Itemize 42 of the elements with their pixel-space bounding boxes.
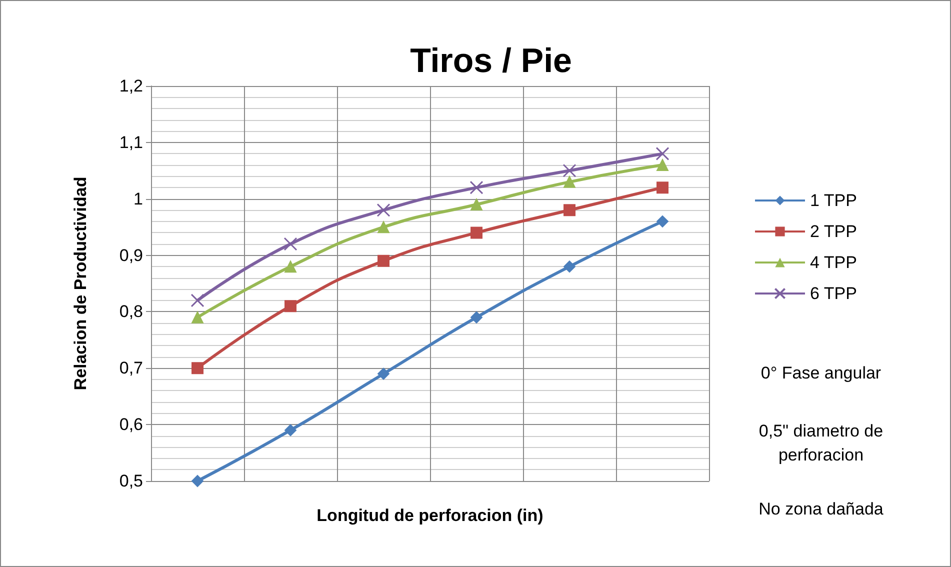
point	[284, 300, 296, 312]
point	[192, 311, 204, 324]
point	[470, 198, 482, 210]
y-tick-label: 0,8	[119, 302, 143, 322]
point	[656, 146, 670, 160]
point	[564, 204, 576, 216]
y-tick-label: 0,6	[119, 415, 143, 434]
point	[192, 362, 204, 374]
point	[284, 237, 298, 251]
point	[192, 475, 204, 487]
y-axis-title: Relacion de Productividad	[71, 176, 90, 390]
point	[564, 176, 576, 188]
chart-title: Tiros / Pie	[410, 42, 572, 80]
point	[656, 182, 668, 194]
text: 0° Fase angular	[760, 364, 882, 382]
y-tick-label: 1,1	[119, 132, 143, 152]
legend-label: 2 TPP	[810, 222, 857, 241]
point	[656, 215, 668, 228]
y-tick-label: 1,2	[119, 76, 143, 96]
y-tick-label: 1	[134, 189, 143, 208]
text: No zona dañada	[758, 500, 884, 518]
point	[190, 294, 204, 308]
point	[470, 226, 482, 239]
point	[378, 221, 390, 234]
point	[284, 260, 296, 273]
point	[378, 254, 390, 267]
point	[284, 424, 296, 436]
point	[470, 180, 484, 194]
point	[470, 311, 482, 324]
y-tick-label: 0,9	[119, 246, 143, 265]
point	[562, 164, 576, 178]
legend-label: 1 TPP	[810, 191, 857, 210]
point	[656, 159, 668, 171]
legend-label: 4 TPP	[810, 253, 857, 272]
point	[378, 368, 390, 380]
legend-label: 6 TPP	[810, 284, 857, 303]
x-axis-title: Longitud de perforacion (in)	[316, 506, 544, 525]
point	[564, 260, 576, 273]
point	[376, 203, 390, 217]
text: 0,5" diametro de perforacion	[758, 422, 884, 464]
y-tick-label: 0,5	[119, 472, 143, 490]
y-tick-label: 0,7	[119, 358, 143, 378]
